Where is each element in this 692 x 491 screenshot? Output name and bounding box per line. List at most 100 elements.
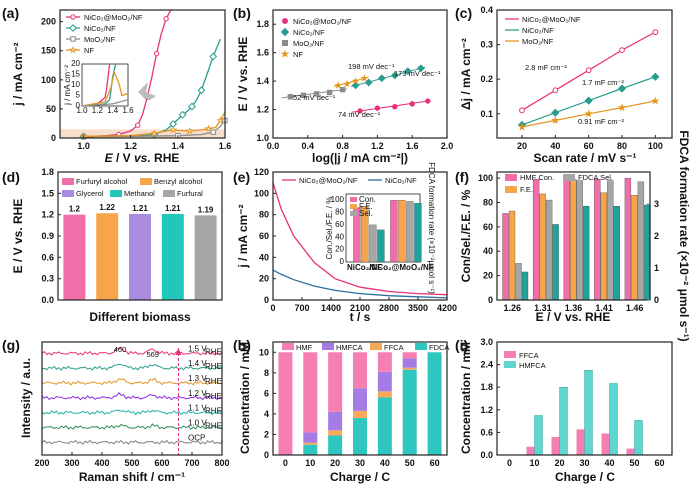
inset-y-tick: 40 — [335, 232, 344, 241]
legend-label: HMFCA — [519, 361, 546, 370]
legend-label: NiCo₂/NF — [385, 176, 417, 185]
panel-label: (a) — [2, 5, 19, 21]
tafel-point — [403, 67, 412, 76]
y-axis-title: Δj / mA cm⁻² — [459, 38, 473, 110]
x-axis-title: t / s — [350, 310, 371, 324]
y-tick-label: 80 — [483, 197, 493, 207]
y-tick-label: 0 — [264, 295, 269, 305]
y-tick-label: 1.8 — [256, 19, 269, 29]
bar — [609, 383, 618, 456]
series-marker — [204, 124, 213, 133]
legend-label: MoO₂/NF — [84, 35, 116, 44]
tafel-annotation: 52 mV dec⁻¹ — [293, 93, 336, 102]
x-axis-title: Charge / C — [555, 470, 615, 484]
x-tick-label: 1400 — [321, 303, 341, 313]
bar — [576, 429, 585, 455]
legend-swatch — [370, 343, 382, 350]
stacked-bar-segment — [328, 352, 343, 412]
y2-tick-label: 0 — [654, 295, 659, 305]
spectrum-label: 1.0 V — [188, 418, 207, 427]
plot-frame-i — [496, 341, 673, 456]
x-tick-label: 20 — [517, 141, 527, 151]
cdl-point — [617, 84, 627, 93]
y-tick-label: 0.1 — [480, 109, 493, 119]
inset-bar — [361, 206, 369, 263]
inset-y-title: j / mA cm⁻² — [63, 65, 72, 106]
cdl-point — [585, 67, 592, 74]
bar-value-label: 1.21 — [132, 204, 148, 213]
y-tick-label: 0.2 — [480, 74, 493, 84]
y-tick-label: 0.0 — [480, 450, 493, 460]
stacked-bar-segment — [402, 352, 417, 359]
stacked-bar-segment — [402, 367, 417, 370]
spectrum-label: 1.3 V — [188, 374, 207, 383]
cdl-point — [519, 107, 525, 114]
inset-x-tick: 1.0 — [76, 106, 88, 115]
x-axis-title: Raman shift / cm⁻¹ — [79, 470, 185, 484]
spectrum-label-sub: RHE — [205, 421, 222, 430]
bar — [624, 177, 632, 301]
panel-label: (f) — [455, 169, 469, 185]
inset-y-title: Con./Sel./F.E. / % — [325, 197, 334, 260]
inset-y-tick: 20 — [71, 59, 80, 68]
x-tick-label: 60 — [654, 458, 664, 468]
legend-label: HMF Con. — [520, 173, 554, 182]
y2-tick-label: 3 — [654, 199, 659, 209]
tafel-point — [326, 89, 333, 96]
legend-label: F.E. — [520, 185, 533, 194]
y-tick-label: 200 — [41, 17, 56, 27]
y-tick-label: 3.0 — [480, 337, 493, 347]
panel-label: (i) — [455, 337, 468, 353]
legend-label: FDCA — [429, 343, 449, 352]
cdl-annotation: 2.8 mF cm⁻² — [525, 63, 567, 72]
bar — [502, 213, 509, 301]
legend-label: NiCo₂/NF — [293, 28, 325, 37]
bar — [161, 213, 184, 300]
series-marker — [169, 125, 178, 134]
inset-legend-swatch — [350, 211, 357, 216]
current-trace — [272, 182, 448, 296]
y-tick-label: 8 — [264, 368, 269, 378]
x-tick-label: 700 — [294, 303, 309, 313]
cdl-point — [552, 87, 559, 94]
bar — [626, 448, 635, 455]
bar — [634, 420, 643, 456]
raman-spectrum — [41, 423, 223, 430]
stacked-bar-segment — [328, 411, 343, 431]
inset-legend-swatch — [350, 204, 357, 209]
y-tick-label: 1.8 — [41, 167, 54, 177]
x-tick-label: 2.0 — [441, 141, 454, 151]
stacked-bar-segment — [353, 410, 367, 419]
inset-y-tick: 20 — [335, 245, 344, 254]
x-tick-label: 20 — [330, 458, 340, 468]
panel-label: (e) — [233, 169, 250, 185]
legend-swatch — [140, 178, 152, 185]
legend-swatch — [282, 343, 294, 350]
legend-label: Furfuryl alcohol — [76, 177, 128, 186]
y-tick-label: 1.0 — [256, 133, 269, 143]
x-tick-label: 4200 — [437, 303, 457, 313]
bar — [508, 210, 516, 301]
inset-legend-label: Sel. — [359, 209, 373, 218]
y-axis-title: E / V vs. RHE — [236, 37, 250, 112]
bar-value-label: 1.19 — [198, 205, 214, 214]
legend-marker — [282, 40, 288, 46]
stacked-bar-segment — [278, 352, 293, 455]
bar — [526, 446, 535, 455]
panel-label: (g) — [2, 337, 20, 353]
y-axis-title: Con/Sel./F.E. / % — [459, 189, 473, 282]
spectrum-label-sub: RHE — [205, 362, 222, 371]
stacked-bar-segment — [303, 442, 318, 445]
legend-swatch — [504, 361, 516, 368]
bar — [194, 215, 217, 300]
stacked-bar-segment — [402, 369, 417, 455]
stacked-bar-segment — [328, 430, 343, 436]
tafel-annotation: 173 mV dec⁻¹ — [394, 69, 441, 78]
y-tick-label: 1.4 — [256, 76, 269, 86]
bar — [515, 263, 522, 301]
y-tick-label: 0.4 — [480, 5, 493, 15]
y-tick-label: 50 — [46, 104, 56, 114]
x-tick-label: 100 — [648, 141, 663, 151]
bar — [129, 213, 151, 300]
legend-label: NiCo₂@MoO₂/NF — [293, 17, 352, 26]
